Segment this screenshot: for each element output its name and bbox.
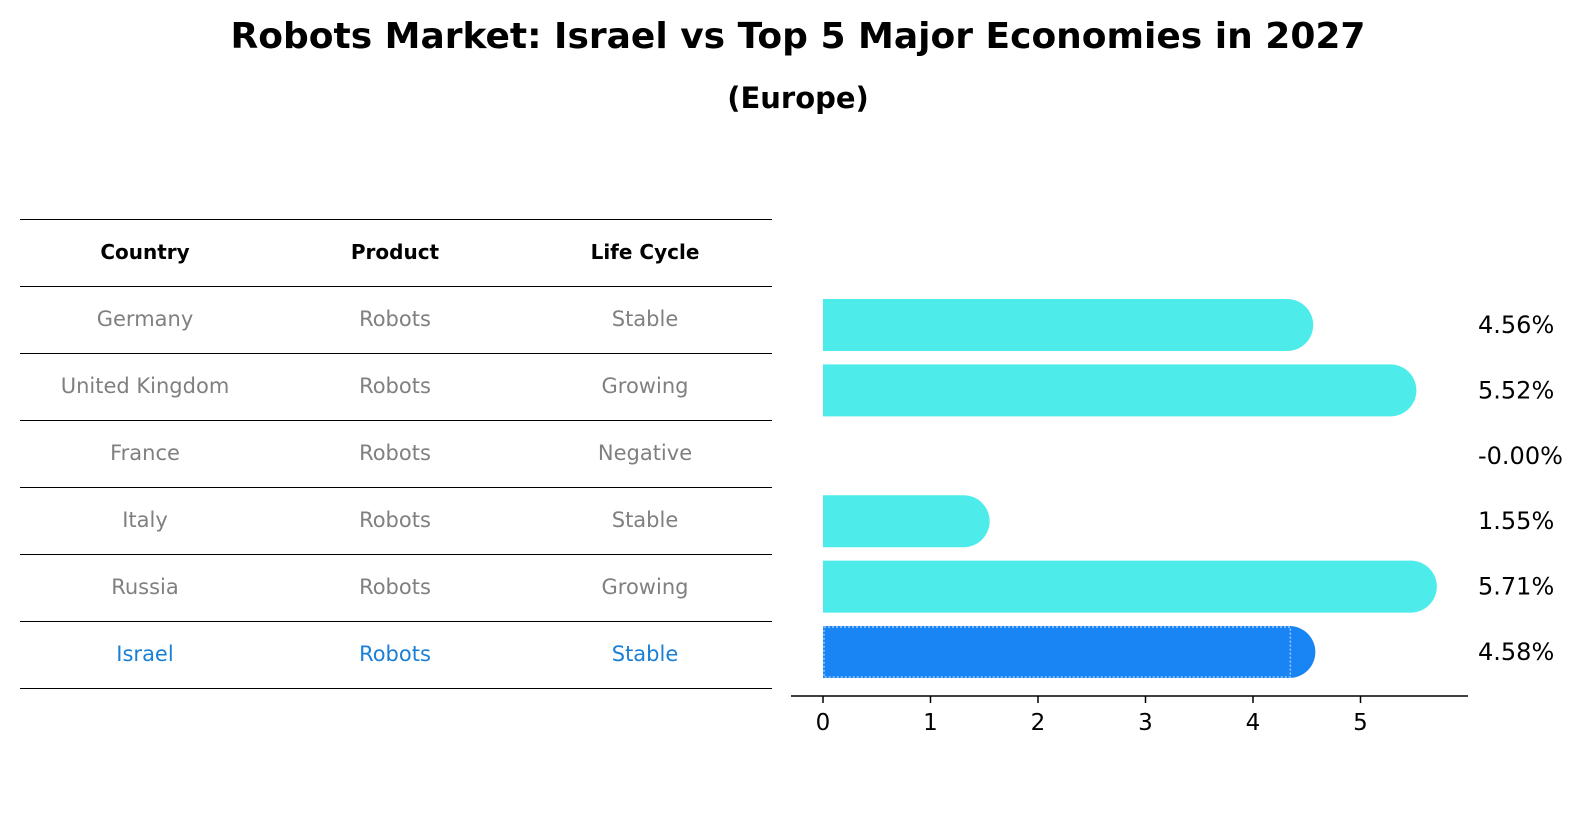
life-cycle-cell: Negative [597,441,693,465]
table-row: Germany Robots Stable [20,286,772,353]
bar-highlight-outline [823,626,1292,678]
x-tick-label: 5 [1353,710,1368,736]
country-cell: Russia [111,575,179,599]
product-cell: Robots [359,642,431,666]
table-header-row: Country Product Life Cycle [20,219,772,286]
header-life-cycle: Life Cycle [590,240,700,264]
bar-israel [823,626,1316,678]
table-row: Russia Robots Growing [20,554,772,621]
country-cell: United Kingdom [60,374,230,398]
value-label-italy: 1.55% [1478,507,1554,535]
life-cycle-cell: Growing [601,575,689,599]
value-label-russia: 5.71% [1478,573,1554,601]
country-table: Country Product Life Cycle Germany Robot… [20,219,772,689]
bar-germany [823,299,1314,351]
value-label-germany: 4.56% [1478,311,1554,339]
product-cell: Robots [359,307,431,331]
product-cell: Robots [359,441,431,465]
country-cell: Italy [122,508,168,532]
header-country: Country [100,240,190,264]
product-cell: Robots [359,575,431,599]
chart-title: Robots Market: Israel vs Top 5 Major Eco… [230,16,1366,57]
x-tick-label: 4 [1246,710,1261,736]
bar-united-kingdom [823,364,1417,417]
table-row: France Robots Negative [20,420,772,487]
table-row: United Kingdom Robots Growing [20,353,772,420]
bar-russia [823,560,1437,613]
table-row-highlight: Israel Robots Stable [20,621,772,689]
x-tick-label: 0 [816,710,831,736]
country-cell: Germany [96,307,194,331]
header-product: Product [350,240,440,264]
table-row: Italy Robots Stable [20,487,772,554]
life-cycle-cell: Stable [611,508,679,532]
life-cycle-cell: Stable [611,307,679,331]
country-cell: Israel [116,642,174,666]
bar-italy [823,495,990,548]
value-label-france: -0.00% [1478,442,1563,470]
life-cycle-cell: Growing [601,374,689,398]
product-cell: Robots [359,508,431,532]
life-cycle-cell: Stable [611,642,679,666]
x-tick-label: 1 [923,710,938,736]
product-cell: Robots [359,374,431,398]
chart-subtitle: (Europe) [727,81,869,115]
x-tick-label: 3 [1138,710,1153,736]
country-cell: France [110,441,180,465]
value-label-israel: 4.58% [1478,638,1554,666]
value-label-united-kingdom: 5.52% [1478,376,1554,404]
x-tick-label: 2 [1031,710,1046,736]
